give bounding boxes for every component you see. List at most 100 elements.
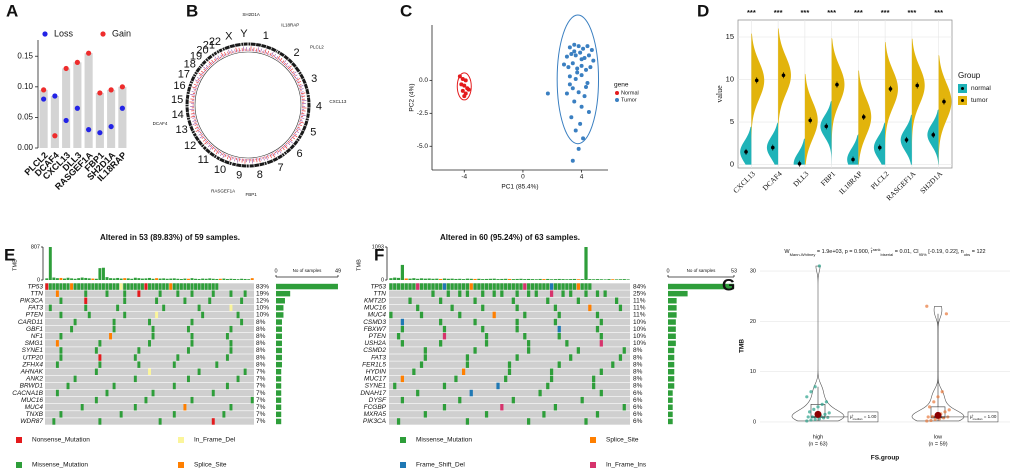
density-tick	[190, 115, 196, 118]
x-tick-label: high	[813, 434, 823, 440]
band	[234, 43, 236, 47]
median-label-part: μ̂	[850, 414, 854, 419]
panel-label: E	[4, 245, 15, 264]
mutation-cell	[84, 304, 88, 312]
y-tick-label: 10	[726, 75, 734, 84]
chromosome-label: 15	[171, 94, 183, 106]
mutation-cell	[172, 382, 176, 390]
mutation-cell	[393, 283, 397, 290]
subtitle-part: Mann-Whitney	[790, 252, 816, 257]
percent-label: 6%	[633, 418, 643, 425]
mutation-cell	[229, 325, 233, 333]
chromosome-label: 18	[184, 58, 196, 70]
mutation-cell	[481, 283, 485, 290]
x-tick-label: RASGEF1A	[884, 169, 918, 203]
mutation-cell	[63, 283, 66, 290]
band	[276, 156, 279, 160]
density-tick	[196, 83, 199, 85]
point	[564, 54, 569, 59]
mutation-cell	[225, 333, 229, 340]
tmb-bar	[419, 278, 424, 280]
percent-label: 7%	[256, 390, 266, 397]
mutation-cell	[91, 283, 95, 290]
mutation-cell	[565, 340, 569, 347]
tmb-bar	[233, 278, 236, 280]
point	[827, 411, 831, 415]
subtitle-part: 95%	[919, 252, 927, 257]
legend-title: Group	[958, 71, 981, 80]
legend-label: Missense_Mutation	[416, 437, 472, 444]
percent-label: 10%	[633, 319, 646, 326]
panel-label: B	[186, 1, 198, 20]
mutation-cell	[435, 283, 439, 290]
point	[817, 264, 822, 268]
tmb-bar	[557, 278, 561, 280]
side-bar	[276, 354, 282, 361]
tmb-bar	[458, 278, 462, 280]
density-tick	[197, 127, 200, 130]
point	[576, 44, 581, 49]
mutation-cell	[423, 347, 427, 354]
density-tick	[191, 91, 196, 93]
density-tick	[297, 126, 301, 129]
mutation-cell	[211, 389, 215, 397]
tmb-bar	[576, 279, 580, 280]
density-tick	[217, 55, 221, 60]
tmb-bar	[523, 279, 527, 280]
band	[263, 162, 266, 166]
density-tick	[265, 51, 268, 55]
row-bg	[389, 333, 630, 340]
mutation-cell	[507, 283, 512, 290]
mutation-cell	[151, 283, 155, 290]
density-tick	[297, 125, 300, 127]
side-tick-label: 49	[335, 268, 341, 274]
mutation-cell	[80, 283, 84, 290]
side-bar	[668, 397, 673, 403]
mutation-cell	[59, 333, 63, 340]
band	[285, 151, 288, 154]
side-tick-label: 0	[666, 268, 669, 274]
side-bar	[668, 333, 676, 339]
mean-dot	[934, 411, 942, 419]
chromosome-label: 12	[184, 140, 196, 152]
tmb-bar	[218, 278, 222, 280]
violin-half	[751, 33, 765, 165]
tmb-bar	[469, 278, 473, 280]
density-tick	[208, 61, 213, 66]
mutation-cell	[186, 283, 190, 290]
band	[235, 163, 237, 167]
density-tick	[277, 150, 279, 153]
mutation-cell	[84, 297, 88, 304]
tmb-bar	[538, 278, 542, 280]
chromosome-arc	[283, 138, 300, 155]
tmb-bar	[580, 279, 584, 280]
tmb-tick-label: 807	[31, 244, 40, 250]
mutation-cell	[190, 333, 194, 340]
point	[86, 127, 92, 133]
mutation-cell	[580, 396, 584, 404]
side-axis-label: No of samples	[687, 268, 717, 273]
mean-dot	[888, 87, 893, 91]
density-tick	[226, 155, 229, 160]
tmb-bar	[222, 278, 226, 280]
gene-label: DNAH17	[360, 390, 386, 397]
row-bg	[45, 333, 254, 340]
density-tick	[194, 85, 198, 88]
point	[806, 415, 810, 419]
percent-label: 6%	[633, 411, 643, 418]
tmb-bar	[549, 279, 554, 280]
mutation-cell	[400, 375, 405, 383]
point	[585, 81, 590, 85]
mutation-cell	[465, 418, 470, 425]
point	[932, 400, 936, 404]
row-bg	[45, 411, 254, 418]
mean-dot	[835, 82, 839, 87]
percent-label: 6%	[633, 404, 643, 411]
tmb-bar	[229, 278, 233, 280]
gene-label: TP53	[370, 283, 386, 290]
chromosome-arc	[266, 153, 285, 165]
band	[303, 124, 307, 127]
density-tick	[285, 65, 288, 68]
subtitle-part: = 0.01, CI	[893, 249, 919, 255]
violin-half	[740, 126, 752, 165]
